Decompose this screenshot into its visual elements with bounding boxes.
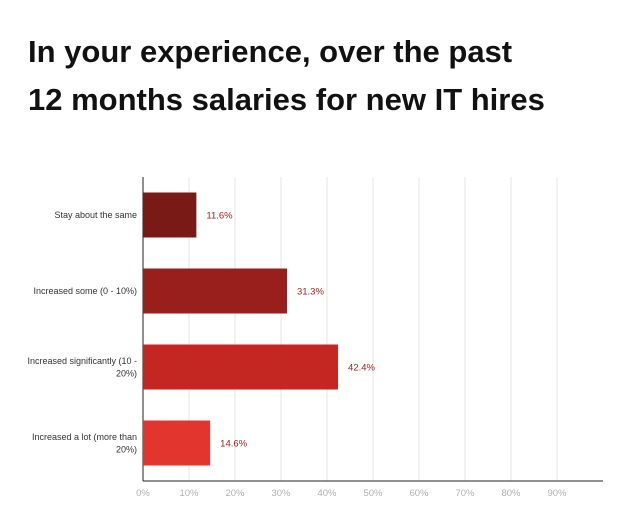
category-label-3-line-1: Increased significantly (10 - bbox=[27, 356, 137, 366]
chart-title-line-1: In your experience, over the past bbox=[28, 34, 513, 69]
category-label-1-line-1: Stay about the same bbox=[54, 210, 137, 220]
x-tick-label-60: 60% bbox=[409, 488, 429, 499]
category-label-2: Increased some (0 - 10%) bbox=[33, 286, 137, 296]
bar-1 bbox=[143, 192, 197, 238]
x-tick-label-0: 0% bbox=[136, 488, 150, 499]
x-tick-label-10: 10% bbox=[179, 488, 199, 499]
category-label-4-line-2: 20%) bbox=[116, 444, 137, 454]
x-tick-label-40: 40% bbox=[317, 488, 337, 499]
category-label-2-line-1: Increased some (0 - 10%) bbox=[33, 286, 137, 296]
chart-title-line-2: 12 months salaries for new IT hires bbox=[28, 82, 545, 117]
x-tick-label-80: 80% bbox=[501, 488, 521, 499]
bar-4 bbox=[143, 420, 211, 466]
x-tick-label-20: 20% bbox=[225, 488, 245, 499]
x-tick-label-70: 70% bbox=[455, 488, 475, 499]
category-label-1: Stay about the same bbox=[54, 210, 137, 220]
x-tick-label-90: 90% bbox=[547, 488, 567, 499]
chart-title: In your experience, over the past 12 mon… bbox=[28, 28, 628, 124]
x-tick-label-50: 50% bbox=[363, 488, 383, 499]
value-label-2: 31.3% bbox=[297, 287, 324, 298]
value-label-3: 42.4% bbox=[348, 363, 375, 374]
category-label-3: Increased significantly (10 - 20%) bbox=[27, 356, 137, 379]
value-label-4: 14.6% bbox=[220, 439, 247, 450]
bar-3 bbox=[143, 344, 339, 390]
bar-2 bbox=[143, 268, 287, 314]
category-label-4-line-1: Increased a lot (more than bbox=[32, 432, 137, 442]
x-tick-label-30: 30% bbox=[271, 488, 291, 499]
value-label-1: 11.6% bbox=[206, 211, 233, 222]
category-label-4: Increased a lot (more than 20%) bbox=[32, 432, 137, 455]
category-label-3-line-2: 20%) bbox=[116, 368, 137, 378]
